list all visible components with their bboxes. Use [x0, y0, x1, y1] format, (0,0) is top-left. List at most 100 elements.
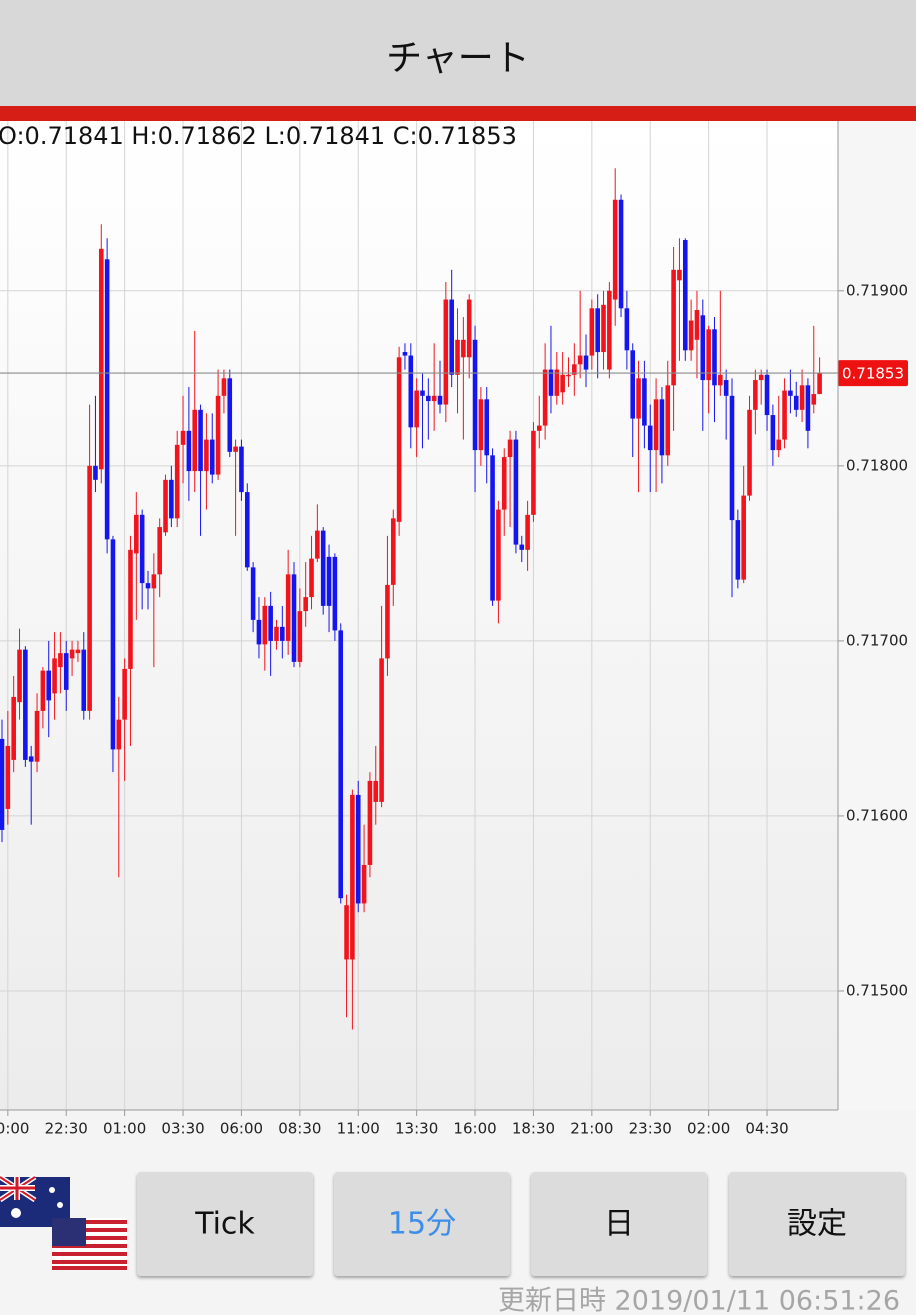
x-tick-label: 04:30	[745, 1120, 788, 1138]
update-time: 更新日時 2019/01/11 06:51:26	[498, 1286, 900, 1315]
button[interactable]	[729, 1172, 905, 1276]
candle-body	[46, 670, 52, 701]
candle-body	[712, 329, 717, 386]
candle-body	[682, 240, 688, 351]
candle-body	[595, 308, 600, 353]
candle-body	[134, 514, 139, 554]
candle-body	[589, 308, 595, 356]
candle-body	[52, 658, 57, 694]
candle-body	[542, 369, 548, 426]
candle-body	[513, 439, 519, 545]
y-tick-label: 0.71800	[846, 456, 908, 474]
candle-body	[379, 658, 384, 802]
candle-body	[280, 626, 285, 641]
candle-body	[402, 352, 408, 356]
x-tick-label: 08:30	[278, 1120, 321, 1138]
candle-body	[624, 308, 630, 351]
candle-body	[461, 339, 466, 358]
candle-body	[466, 299, 472, 358]
candle-body	[799, 385, 805, 410]
x-tick-label: 20:00	[0, 1120, 29, 1138]
ohlc-readout: O:0.71841 H:0.71862 L:0.71841 C:0.71853	[0, 122, 517, 150]
candle-body	[572, 364, 577, 375]
y-tick-label: 0.71500	[846, 981, 908, 999]
candle-body	[531, 430, 536, 515]
candle-body	[192, 409, 198, 472]
aud-star	[11, 1208, 21, 1218]
button-label[interactable]: 日	[604, 1207, 634, 1242]
x-tick-label: 16:00	[453, 1120, 496, 1138]
candle-body	[642, 378, 647, 426]
x-tick-label: 18:30	[512, 1120, 555, 1138]
candle-body	[677, 269, 682, 281]
candle-body	[250, 567, 256, 620]
button[interactable]	[137, 1172, 313, 1276]
candle-body	[420, 390, 425, 396]
candle-body	[291, 574, 297, 662]
y-tick-label: 0.71700	[846, 631, 908, 649]
candle-body	[23, 649, 28, 760]
button[interactable]	[334, 1172, 510, 1276]
candle-body	[472, 339, 478, 451]
candle-body	[793, 395, 799, 410]
candle-body	[665, 385, 671, 456]
candle-body	[414, 390, 419, 428]
candle-body	[525, 514, 530, 550]
candle-body	[583, 355, 589, 370]
candle-body	[332, 556, 338, 631]
candle-body	[484, 399, 490, 456]
y-tick-label: 0.71600	[846, 806, 908, 824]
y-tick-label: 0.71900	[846, 281, 908, 299]
overlay: 0.71500 0.71600 0.71700 0.71800 0.71900 20:00…	[0, 281, 908, 1138]
candle-body	[244, 492, 250, 568]
accent-bar	[0, 106, 916, 121]
candle-body	[694, 310, 700, 340]
candle-body	[63, 653, 69, 690]
header-bar	[0, 0, 916, 106]
candle-body	[612, 199, 618, 300]
candle-body	[811, 394, 817, 405]
button-label[interactable]: 設定	[787, 1207, 847, 1242]
candle-body	[262, 605, 268, 645]
candle-body	[204, 439, 209, 472]
candle-body	[69, 649, 75, 659]
candle-body	[338, 630, 344, 899]
button[interactable]	[531, 1172, 707, 1276]
candle-body	[215, 395, 221, 475]
candle-body	[443, 299, 449, 405]
candle-body	[268, 605, 273, 641]
x-tick-label: 21:00	[570, 1120, 613, 1138]
candle-body	[11, 696, 16, 760]
candle-body	[788, 390, 793, 396]
candle-body	[285, 574, 291, 641]
candle-body	[770, 415, 776, 451]
button-label[interactable]: Tick	[194, 1207, 255, 1242]
candle-body	[577, 355, 583, 365]
x-tick-label: 02:00	[687, 1120, 730, 1138]
candle-body	[437, 395, 443, 405]
candle-body	[455, 339, 460, 375]
candle-body	[753, 380, 758, 410]
candle-body	[519, 544, 525, 550]
candle-body	[426, 395, 431, 402]
candle-body	[758, 374, 764, 381]
x-tick-label: 06:00	[220, 1120, 263, 1138]
candle-body	[408, 355, 414, 428]
candle-body	[548, 369, 554, 396]
candle-body	[28, 756, 34, 762]
candle-body	[536, 425, 542, 431]
candle-body	[0, 738, 5, 830]
candle-body	[560, 374, 565, 393]
candle-body	[618, 199, 624, 309]
button-label[interactable]: 15分	[388, 1207, 456, 1242]
candle-body	[496, 509, 501, 601]
candle-body	[58, 653, 63, 668]
candle-body	[554, 369, 560, 396]
candle-body	[390, 518, 396, 585]
candle-body	[747, 409, 752, 496]
candle-body	[169, 479, 174, 519]
screen-title: チャート	[386, 38, 530, 79]
candle-body	[174, 444, 180, 519]
candle-body	[128, 549, 133, 669]
candle-body	[309, 558, 314, 598]
